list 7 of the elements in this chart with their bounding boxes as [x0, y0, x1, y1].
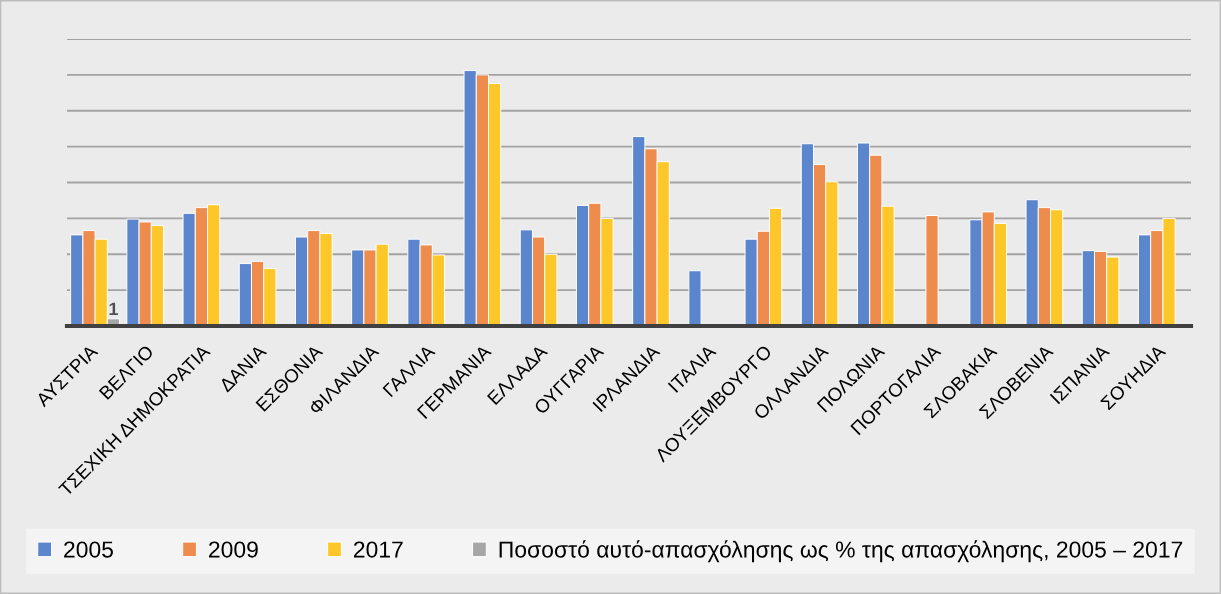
bar	[925, 215, 939, 326]
legend-label: 2017	[353, 541, 403, 558]
legend-label: 2009	[209, 541, 258, 558]
data-label: 1	[109, 302, 118, 316]
legend-label: 2005	[64, 541, 113, 558]
bar	[688, 270, 702, 326]
legend-label: Ποσοστό αυτό-απασχόλησης ως % της απασχόλησης, 2005 – 2017	[499, 540, 1183, 563]
